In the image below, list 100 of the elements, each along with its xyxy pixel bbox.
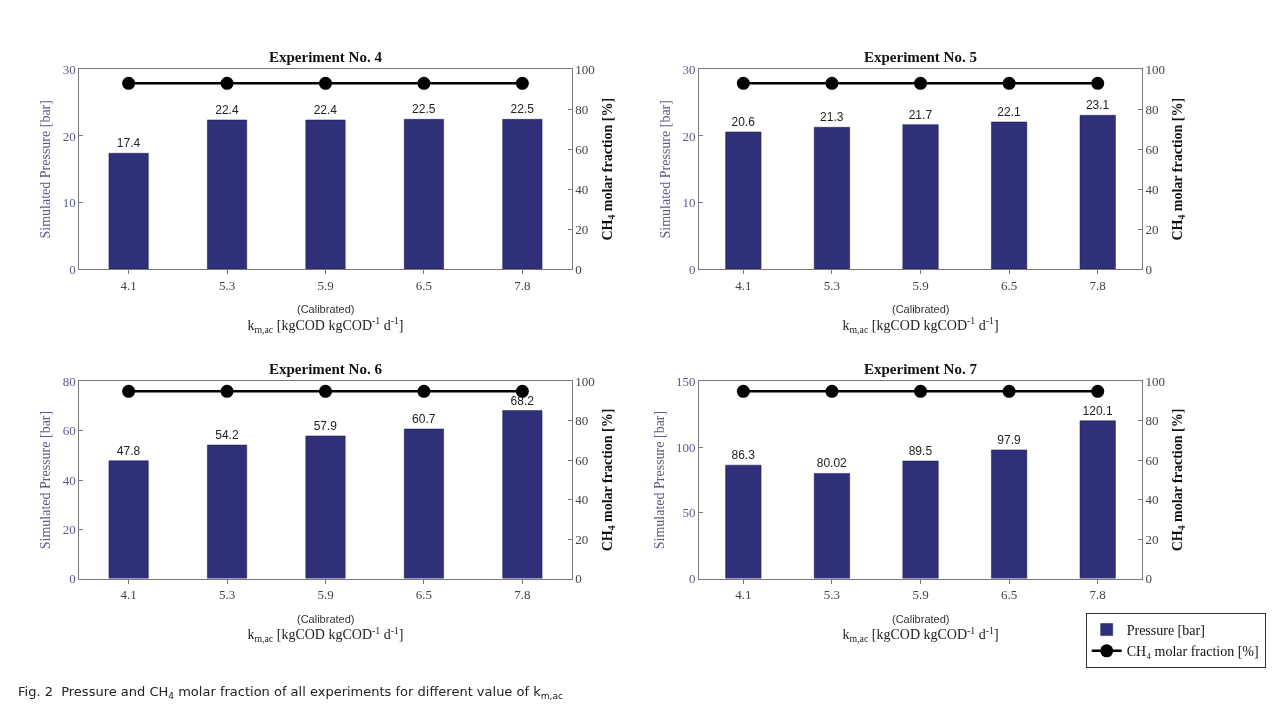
x-tick-label: 7.8	[1089, 277, 1106, 293]
chart-title: Experiment No. 4	[269, 49, 383, 65]
data-label: 120.1	[1082, 403, 1113, 418]
data-label: 22.1	[997, 104, 1021, 119]
chart-title: Experiment No. 6	[269, 361, 383, 377]
y-tick-label: 80	[62, 374, 76, 390]
y-tick-label: 20	[62, 128, 76, 144]
y-axis-title: Simulated Pressure [bar]	[658, 100, 674, 239]
bar	[502, 410, 543, 579]
y2-tick-label: 60	[1145, 141, 1159, 157]
data-label: 60.7	[412, 412, 436, 427]
y2-tick-label: 0	[1145, 571, 1153, 587]
data-label: 22.5	[510, 102, 535, 117]
data-label: 23.1	[1085, 98, 1110, 113]
y2-tick-label: 40	[575, 181, 589, 197]
y-tick-label: 0	[688, 261, 696, 277]
data-label: 22.4	[313, 102, 338, 117]
y-tick-label: 100	[675, 439, 696, 455]
text: (Calibrated)	[892, 613, 950, 625]
data-label: 47.8	[116, 443, 141, 458]
bar	[108, 460, 149, 579]
y2-tick-label: 20	[1145, 531, 1159, 547]
data-label: 68.2	[510, 393, 535, 408]
chart-title: Experiment No. 7	[864, 361, 978, 377]
bar	[207, 119, 247, 270]
data-label: 20.6	[731, 114, 756, 129]
y2-tick-label: 100	[575, 61, 595, 77]
x-tick-label: 7.8	[514, 277, 531, 293]
x-tick-label: 5.9	[912, 277, 929, 293]
y2-tick-label: 20	[575, 221, 589, 237]
bar	[207, 444, 247, 579]
y2-tick-label: 80	[1145, 101, 1159, 117]
bar	[502, 119, 543, 270]
bar	[725, 464, 762, 579]
bar	[991, 121, 1028, 270]
y2-tick-label: 80	[575, 101, 589, 117]
bar	[305, 435, 346, 579]
y-tick-label: 20	[62, 521, 76, 537]
bar	[813, 473, 850, 579]
bar	[991, 449, 1028, 579]
bar	[1079, 115, 1116, 270]
y-tick-label: 30	[62, 61, 76, 77]
y2-tick-label: 60	[575, 452, 589, 468]
x-axis-title: k$_{m,ac}$ [kgCOD kgCOD$^{-1}$ d$^{-1}$]	[842, 315, 999, 336]
x-axis-title: k$_{m,ac}$ [kgCOD kgCOD$^{-1}$ d$^{-1}$]	[842, 624, 999, 645]
x-tick-label: 5.3	[823, 277, 841, 293]
y2-tick-label: 100	[1145, 374, 1166, 390]
text: (Calibrated)	[892, 303, 950, 315]
y2-tick-label: 100	[1145, 61, 1166, 77]
x-axis-title: k$_{m,ac}$ [kgCOD kgCOD$^{-1}$ d$^{-1}$]	[247, 624, 404, 645]
y2-tick-label: 80	[575, 413, 589, 429]
y2-tick-label: 20	[1145, 221, 1159, 237]
data-label: 86.3	[731, 448, 756, 463]
y2-tick-label: 60	[1145, 452, 1159, 468]
y-tick-label: 0	[69, 571, 76, 587]
y-tick-label: 10	[62, 195, 76, 211]
y2-tick-label: 100	[575, 374, 595, 390]
bar	[305, 119, 346, 270]
data-label: 80.02	[816, 456, 848, 471]
bar	[813, 127, 850, 270]
x-tick-label: 5.3	[218, 587, 236, 603]
y-tick-label: 0	[69, 261, 76, 277]
data-label: 21.7	[908, 107, 933, 122]
bar	[902, 124, 939, 270]
y2-tick-label: 20	[575, 531, 589, 547]
x-tick-label: 5.9	[912, 587, 929, 603]
data-label: 97.9	[997, 432, 1021, 447]
data-label: 54.2	[215, 428, 239, 443]
x-tick-label: 4.1	[735, 277, 752, 293]
bar	[725, 131, 762, 270]
x-tick-label: 4.1	[120, 587, 137, 603]
y-tick-label: 50	[682, 505, 696, 521]
data-label: 21.3	[820, 110, 844, 125]
bar	[1079, 420, 1116, 579]
y-tick-label: 30	[682, 61, 696, 77]
y-axis-title: Simulated Pressure [bar]	[651, 410, 667, 550]
caption: Fig. 2 Pressure and CH$_{4}$ molar fraction of all experiments for different value of k$_{m,ac}$	[18, 684, 564, 701]
data-label: 89.5	[908, 443, 933, 458]
x-tick-label: 6.5	[415, 587, 433, 603]
y2-tick-label: 80	[1145, 413, 1159, 429]
y2-tick-label: 40	[1145, 181, 1159, 197]
x-tick-label: 4.1	[120, 277, 137, 293]
y-tick-label: 60	[62, 423, 76, 439]
x-tick-label: 6.5	[1001, 277, 1018, 293]
x-tick-label: 4.1	[735, 587, 752, 603]
data-label: 22.5	[412, 102, 436, 117]
y2-tick-label: 40	[575, 492, 589, 508]
y-axis-title: Simulated Pressure [bar]	[38, 410, 54, 550]
y2-tick-label: 40	[1145, 492, 1159, 508]
x-tick-label: 5.9	[317, 587, 334, 603]
y2-tick-label: 0	[1145, 261, 1153, 277]
x-tick-label: 7.8	[514, 587, 531, 603]
y-tick-label: 20	[682, 128, 696, 144]
data-label: 17.4	[116, 136, 141, 151]
y-tick-label: 40	[62, 472, 76, 488]
bar	[404, 119, 444, 270]
x-tick-label: 7.8	[1089, 587, 1106, 603]
legend-label: Pressure [bar]	[1126, 623, 1205, 639]
text: (Calibrated)	[297, 613, 355, 625]
data-label: 22.4	[215, 102, 239, 117]
